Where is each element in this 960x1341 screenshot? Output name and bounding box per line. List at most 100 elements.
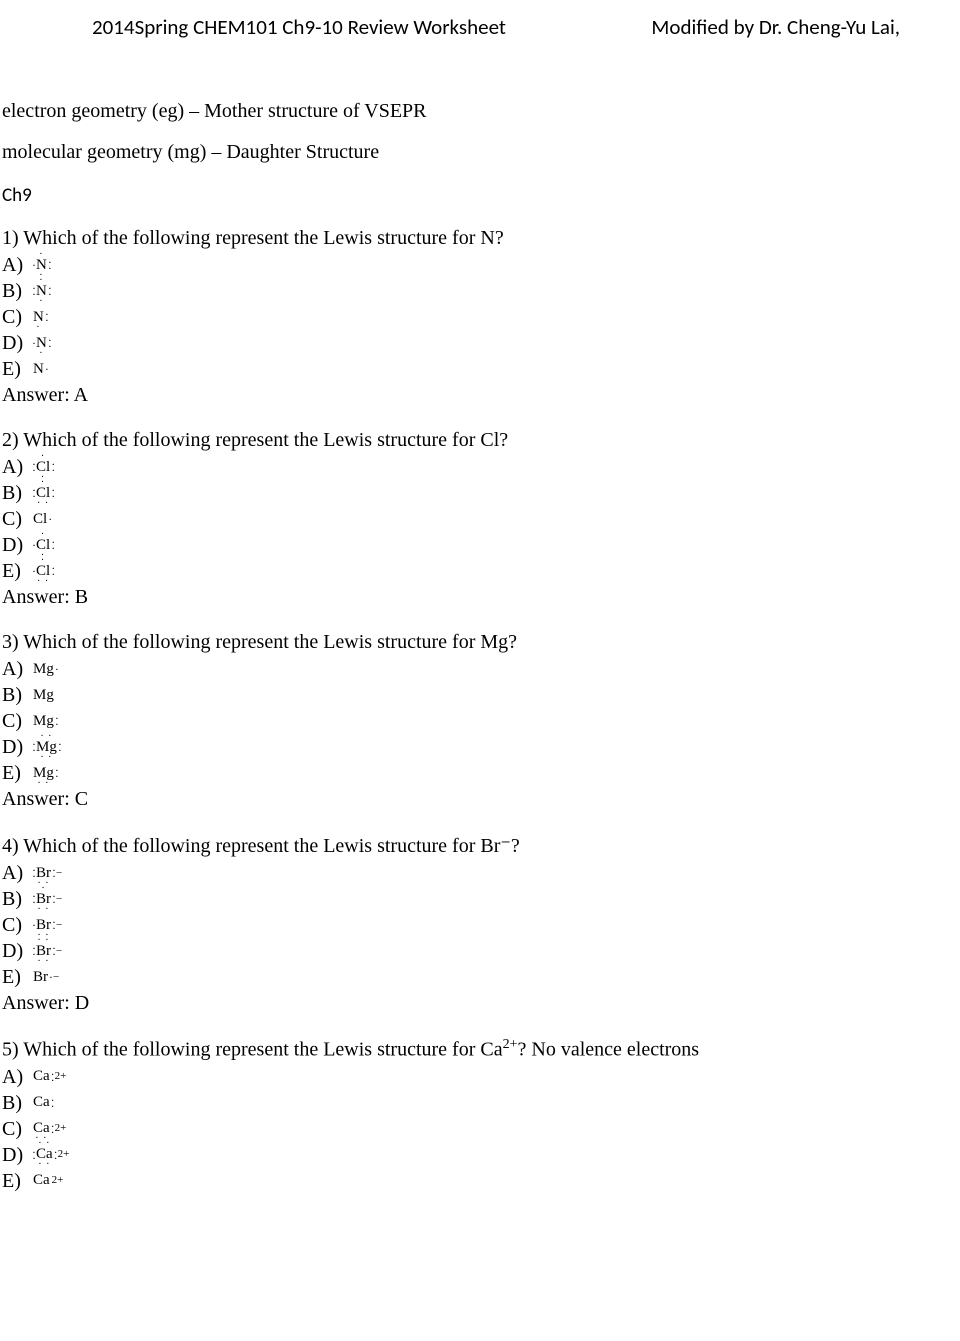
lewis-right-dots: ·· [55, 715, 58, 727]
lewis-symbol: Br· · [35, 916, 52, 935]
option-row: B)Ca·· [2, 1090, 960, 1116]
lewis-bottom-dots: · · [35, 577, 51, 587]
option-label: D) [2, 532, 28, 558]
option-label: E) [2, 356, 28, 382]
lewis-top-dots: · [35, 556, 51, 566]
lewis-right-dots: ·· [58, 741, 61, 753]
lewis-structure: ··Mg· ·· ··· [32, 737, 61, 757]
option-label: A) [2, 860, 28, 886]
lewis-symbol: N·· [35, 282, 48, 301]
option-row: E)Ca 2+ [2, 1168, 960, 1194]
lewis-symbol: Cl·· [35, 458, 51, 477]
option-row: E)Br·− [2, 964, 960, 990]
lewis-structure: Cl· [32, 509, 51, 529]
option-label: B) [2, 278, 28, 304]
lewis-symbol: Ca [32, 1171, 51, 1190]
lewis-structure: ··Cl·· ··· [32, 483, 54, 503]
option-label: E) [2, 1168, 28, 1194]
lewis-symbol: Cl·· [35, 536, 51, 555]
option-row: B)··Br·· ···− [2, 886, 960, 912]
option-row: B)··N···· [2, 278, 960, 304]
lewis-right-dots: ·· [51, 487, 54, 499]
lewis-right-dots: ·· [51, 565, 54, 577]
question-block: 3) Which of the following represent the … [2, 631, 960, 811]
lewis-bottom-dots: · · [35, 1160, 54, 1170]
lewis-top-dots: · [35, 250, 48, 260]
option-label: A) [2, 252, 28, 278]
option-label: E) [2, 558, 28, 584]
option-label: D) [2, 1142, 28, 1168]
option-row: C)N··· [2, 304, 960, 330]
lewis-right-dots: ·· [48, 337, 51, 349]
questions-container: 1) Which of the following represent the … [2, 227, 960, 1194]
question-block: 5) Which of the following represent the … [2, 1037, 960, 1194]
option-label: B) [2, 1090, 28, 1116]
option-row: A)Ca··2+ [2, 1064, 960, 1090]
option-label: E) [2, 760, 28, 786]
answer-text: Answer: B [2, 586, 960, 609]
lewis-bottom-dots: · [35, 297, 48, 307]
lewis-right-dots: ·· [52, 945, 55, 957]
option-row: C)Ca· ···2+ [2, 1116, 960, 1142]
chapter-label: Ch9 [2, 184, 960, 207]
option-label: A) [2, 454, 28, 480]
option-label: C) [2, 708, 28, 734]
lewis-symbol: Mg· ·· · [35, 738, 58, 757]
option-label: A) [2, 1064, 28, 1090]
lewis-charge: − [53, 972, 59, 983]
option-row: D)··Ca· ·· ···2+ [2, 1142, 960, 1168]
lewis-structure: ··Br· ···− [32, 863, 62, 883]
option-label: A) [2, 656, 28, 682]
option-label: C) [2, 1116, 28, 1142]
lewis-structure: ··Ca· ·· ···2+ [32, 1145, 69, 1165]
lewis-bottom-dots: · · [35, 499, 51, 509]
option-label: D) [2, 938, 28, 964]
question-text: 4) Which of the following represent the … [2, 833, 960, 858]
lewis-symbol: Mg [32, 712, 55, 731]
option-row: E)Mg· ··· [2, 760, 960, 786]
lewis-symbol: Br· · [35, 864, 52, 883]
question-block: 2) Which of the following represent the … [2, 429, 960, 609]
option-row: A)·N···· [2, 252, 960, 278]
lewis-structure: Mg [32, 685, 55, 705]
lewis-symbol: Ca [32, 1093, 51, 1112]
lewis-charge: 2+ [55, 1123, 67, 1134]
option-row: E)N· [2, 356, 960, 382]
lewis-symbol: Mg· · [32, 764, 55, 783]
lewis-right-dots: ·· [48, 259, 51, 271]
lewis-structure: Ca··2+ [32, 1067, 66, 1087]
option-label: B) [2, 480, 28, 506]
lewis-structure: ··Br· ·· ···− [32, 941, 62, 961]
lewis-structure: ··Cl···· [32, 457, 54, 477]
lewis-symbol: N· [35, 334, 48, 353]
lewis-right-dots: ·· [45, 311, 48, 323]
lewis-structure: ·Cl···· [32, 535, 54, 555]
lewis-structure: Mg· [32, 659, 58, 679]
lewis-right-dots: ·· [55, 767, 58, 779]
lewis-charge: − [56, 946, 62, 957]
lewis-right-dots: · [49, 974, 52, 980]
lewis-right-dots: ·· [52, 919, 55, 931]
lewis-bottom-dots: · · [32, 779, 55, 789]
lewis-charge: 2+ [52, 1175, 64, 1186]
header-right: Modified by Dr. Cheng-Yu Lai, [651, 14, 900, 40]
lewis-charge: 2+ [55, 1071, 67, 1082]
lewis-top-dots: · · [35, 732, 58, 742]
lewis-top-dots: · [35, 530, 51, 540]
lewis-right-dots: ·· [54, 1149, 57, 1161]
option-label: C) [2, 506, 28, 532]
option-row: C)Cl· [2, 506, 960, 532]
lewis-structure: ·Cl·· ··· [32, 561, 54, 581]
lewis-structure: N··· [32, 307, 48, 327]
option-row: A)··Br· ···− [2, 860, 960, 886]
lewis-symbol: Ca· ·· · [35, 1145, 54, 1164]
lewis-symbol: Br· ·· · [35, 942, 52, 961]
option-label: B) [2, 886, 28, 912]
lewis-right-dots: ·· [51, 1071, 54, 1083]
lewis-right-dots: · [48, 516, 51, 522]
option-row: B)Mg [2, 682, 960, 708]
lewis-structure: Ca·· [32, 1093, 54, 1113]
lewis-structure: ··N···· [32, 281, 51, 301]
lewis-structure: Mg· ··· [32, 763, 58, 783]
lewis-charge: − [56, 920, 62, 931]
